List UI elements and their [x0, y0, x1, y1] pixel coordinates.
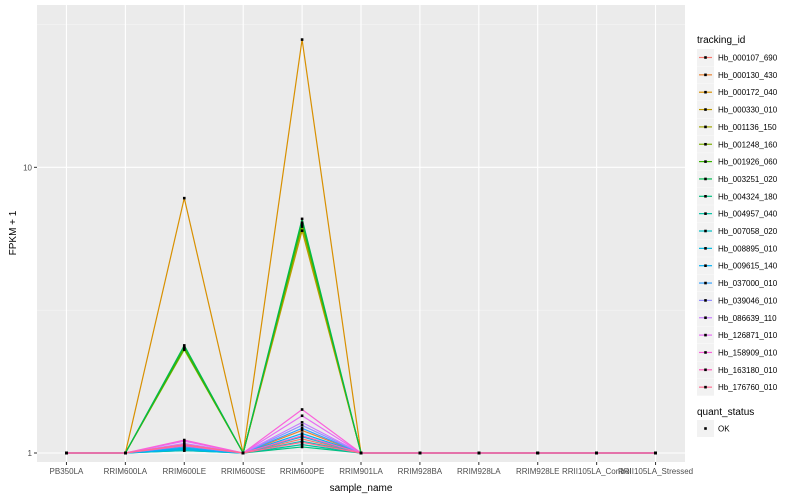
point-Hb_176760_010-RRIM600LA	[124, 451, 127, 455]
legend-point-Hb_000130_430	[704, 73, 707, 77]
point-Hb_001926_060-RRIM600LE	[182, 346, 186, 350]
point-Hb_037000_010-RRIM600PE	[300, 427, 304, 430]
point-Hb_000172_040-RRIM600LE	[182, 196, 186, 200]
point-Hb_004957_040-RRIM600PE	[300, 443, 304, 446]
point-Hb_000330_010-RRIM600PE	[300, 229, 304, 232]
point-Hb_004324_180-RRIM600PE	[300, 445, 304, 449]
legend-point-Hb_007058_020	[704, 229, 707, 233]
point-Hb_176760_010-RRII105LA_Stressed	[654, 451, 657, 455]
legend-point-Hb_008895_010	[704, 247, 707, 250]
legend-point-Hb_158909_010	[704, 351, 707, 354]
legend-label-Hb_004957_040: Hb_004957_040	[718, 210, 778, 219]
legend2-label-OK: OK	[718, 425, 730, 434]
legend-quant-status-title: quant_status	[697, 407, 754, 418]
point-Hb_039046_010-RRIM600PE	[300, 424, 304, 427]
point-Hb_176760_010-RRII105LA_Control	[595, 451, 598, 455]
legend-label-Hb_000107_690: Hb_000107_690	[718, 54, 778, 63]
legend-point-Hb_001926_060	[704, 160, 707, 163]
x-tick-label-RRIM928BA: RRIM928BA	[398, 467, 443, 476]
point-Hb_001248_160-RRIM600PE	[300, 223, 304, 226]
legend-point-Hb_001248_160	[704, 142, 707, 146]
x-tick-label-RRIM901LA: RRIM901LA	[339, 467, 383, 476]
legend-label-Hb_086639_110: Hb_086639_110	[718, 314, 777, 323]
legend-point-Hb_000107_690	[704, 56, 707, 59]
point-Hb_176760_010-RRIM600SE	[241, 451, 245, 455]
legend-label-Hb_000330_010: Hb_000330_010	[718, 106, 778, 115]
x-axis-title: sample_name	[330, 483, 393, 494]
point-Hb_000172_040-RRIM600PE	[300, 38, 304, 41]
legend-label-Hb_001248_160: Hb_001248_160	[718, 140, 778, 149]
legend-point-Hb_001136_150	[704, 125, 707, 129]
legend-point-Hb_086639_110	[704, 316, 707, 320]
legend-point-Hb_000172_040	[704, 90, 707, 94]
point-Hb_176760_010-RRIM600PE	[300, 441, 304, 444]
point-Hb_176760_010-RRIM600LE	[182, 443, 186, 446]
legend-point-Hb_163180_010	[704, 368, 707, 372]
legend-point-Hb_039046_010	[704, 299, 707, 302]
legend-label-Hb_007058_020: Hb_007058_020	[718, 227, 778, 236]
x-tick-label-RRII105LA_Control: RRII105LA_Control	[562, 467, 632, 476]
x-axis: PB350LA RRIM600LA RRIM600LE RRIM600SE RRIM60…	[50, 462, 693, 476]
legend-point-Hb_003251_020	[704, 177, 707, 181]
point-Hb_176760_010-RRIM928LA	[477, 451, 481, 455]
legend-title: tracking_id	[697, 35, 745, 46]
legend-label-Hb_000172_040: Hb_000172_040	[718, 88, 778, 97]
point-Hb_126871_010-RRIM600PE	[300, 414, 304, 418]
legend-label-Hb_003251_020: Hb_003251_020	[718, 175, 778, 184]
x-tick-label-RRIM928LA: RRIM928LA	[457, 467, 501, 476]
y-axis: 1 10	[23, 163, 37, 458]
legend-label-Hb_000130_430: Hb_000130_430	[718, 71, 778, 80]
data-points	[65, 38, 657, 455]
point-Hb_000130_430-RRIM600PE	[300, 429, 304, 432]
point-Hb_001248_160-RRIM600LE	[182, 348, 186, 351]
point-Hb_009615_140-RRIM600LE	[182, 448, 186, 451]
x-tick-label-RRIM600PE: RRIM600PE	[280, 467, 324, 476]
x-tick-label-RRIM600SE: RRIM600SE	[221, 467, 265, 476]
legend-label-Hb_039046_010: Hb_039046_010	[718, 296, 778, 305]
legend2-point-OK	[704, 427, 707, 430]
legend-label-Hb_001926_060: Hb_001926_060	[718, 158, 778, 167]
point-Hb_176760_010-RRIM928BA	[418, 451, 422, 455]
y-tick-label-1: 1	[28, 449, 33, 458]
legend-label-Hb_001136_150: Hb_001136_150	[718, 123, 777, 132]
legend-label-Hb_163180_010: Hb_163180_010	[718, 366, 778, 375]
point-Hb_003251_020-RRIM600LE	[182, 344, 186, 347]
legend-quant-status: quant_status OK	[697, 407, 754, 437]
point-Hb_176760_010-RRIM928LE	[536, 451, 540, 455]
legend-point-Hb_009615_140	[704, 264, 707, 267]
x-tick-label-RRII105LA_Stressed: RRII105LA_Stressed	[618, 467, 693, 476]
point-Hb_163180_010-RRIM600PE	[300, 434, 304, 437]
legend-label-Hb_126871_010: Hb_126871_010	[718, 331, 778, 340]
point-Hb_003251_020-RRIM600PE	[300, 217, 304, 221]
point-Hb_000107_690-RRIM600PE	[300, 437, 304, 441]
legend-point-Hb_004957_040	[704, 212, 707, 215]
legend-label-Hb_009615_140: Hb_009615_140	[718, 262, 778, 271]
point-Hb_001136_150-RRIM600PE	[300, 225, 304, 228]
point-Hb_176760_010-PB350LA	[65, 451, 68, 455]
y-tick-label-10: 10	[23, 163, 32, 172]
x-tick-label-PB350LA: PB350LA	[50, 467, 84, 476]
legend-label-Hb_037000_010: Hb_037000_010	[718, 279, 778, 288]
legend-point-Hb_000330_010	[704, 108, 707, 111]
legend-point-Hb_004324_180	[704, 195, 707, 198]
point-Hb_176760_010-RRIM901LA	[359, 451, 363, 455]
y-axis-title: FPKM + 1	[8, 210, 19, 255]
legend-label-Hb_008895_010: Hb_008895_010	[718, 244, 778, 253]
x-tick-label-RRIM600LE: RRIM600LE	[162, 467, 206, 476]
legend-point-Hb_176760_010	[704, 385, 707, 389]
point-Hb_158909_010-RRIM600LE	[182, 438, 186, 442]
x-tick-label-RRIM928LE: RRIM928LE	[516, 467, 560, 476]
legend-label-Hb_158909_010: Hb_158909_010	[718, 348, 778, 357]
legend-label-Hb_176760_010: Hb_176760_010	[718, 383, 778, 392]
legend-point-Hb_126871_010	[704, 333, 707, 337]
point-Hb_158909_010-RRIM600PE	[300, 408, 304, 411]
legend-label-Hb_004324_180: Hb_004324_180	[718, 192, 778, 201]
legend-tracking-id: tracking_id Hb_000107_690 Hb_000130_430 Hb…	[697, 35, 778, 396]
x-tick-label-RRIM600LA: RRIM600LA	[104, 467, 148, 476]
legend-point-Hb_037000_010	[704, 281, 707, 285]
point-Hb_009615_140-RRIM600PE	[300, 432, 304, 435]
point-Hb_001926_060-RRIM600PE	[300, 221, 304, 224]
point-Hb_086639_110-RRIM600PE	[300, 421, 304, 424]
